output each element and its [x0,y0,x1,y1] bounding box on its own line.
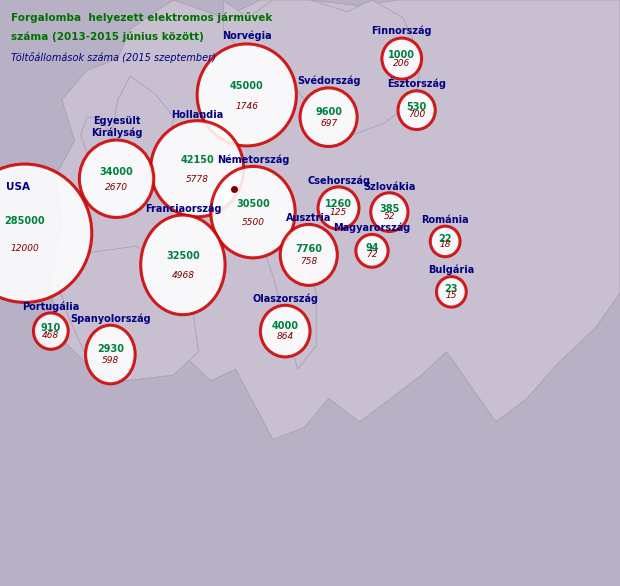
Text: 34000: 34000 [100,167,133,177]
Text: Csehország: Csehország [307,175,370,186]
Ellipse shape [436,277,466,307]
Ellipse shape [430,226,460,257]
Text: Ausztria: Ausztria [286,213,332,223]
Text: Olaszország: Olaszország [252,294,318,304]
Text: Töltőállomások száma (2015 szeptember): Töltőállomások száma (2015 szeptember) [11,52,216,63]
Text: 72: 72 [366,250,378,259]
Text: 598: 598 [102,356,119,366]
Text: Franciaország: Franciaország [144,203,221,214]
Text: 22: 22 [438,234,452,244]
Ellipse shape [260,305,310,357]
Ellipse shape [33,313,68,349]
Text: 4968: 4968 [171,271,195,280]
Text: Észtország: Észtország [387,77,446,89]
Text: 206: 206 [393,59,410,67]
Text: Finnország: Finnország [371,26,432,36]
Polygon shape [223,0,422,135]
Text: 530: 530 [407,102,427,112]
Text: Svédország: Svédország [297,75,360,86]
Text: 2930: 2930 [97,344,124,355]
Polygon shape [50,0,620,440]
Text: Bulgária: Bulgária [428,265,474,275]
Ellipse shape [197,44,296,146]
Text: Magyarország: Magyarország [334,223,410,233]
Text: 697: 697 [320,119,337,128]
Text: 94: 94 [365,243,379,253]
Ellipse shape [318,187,359,229]
Text: Egyesült
Királyság: Egyesült Királyság [91,116,143,138]
Ellipse shape [141,215,225,315]
Ellipse shape [356,234,388,267]
Text: 5778: 5778 [185,175,209,184]
Text: 864: 864 [277,332,294,341]
Text: 4000: 4000 [272,322,299,332]
Ellipse shape [79,140,154,217]
Text: 468: 468 [42,331,60,339]
Polygon shape [260,229,316,369]
Text: 700: 700 [408,110,425,119]
Text: 42150: 42150 [180,155,214,165]
Ellipse shape [371,193,408,231]
Text: 125: 125 [330,208,347,217]
Text: 1746: 1746 [235,101,259,111]
Text: 385: 385 [379,204,399,214]
Text: 32500: 32500 [166,251,200,261]
Ellipse shape [211,166,295,258]
Text: Németország: Németország [217,155,289,165]
Text: Norvégia: Norvégia [222,30,272,41]
Ellipse shape [300,88,357,146]
Ellipse shape [382,38,422,79]
Text: 15: 15 [446,291,457,299]
Text: 12000: 12000 [11,244,39,253]
Polygon shape [81,117,112,158]
Text: Portugália: Portugália [22,301,79,312]
Text: száma (2013-2015 június között): száma (2013-2015 június között) [11,32,204,42]
Text: 5500: 5500 [241,217,265,227]
Ellipse shape [0,164,92,302]
Polygon shape [56,246,198,381]
Text: USA: USA [6,182,30,192]
Text: 30500: 30500 [236,199,270,209]
Text: Spanyolország: Spanyolország [70,314,151,324]
Text: 758: 758 [300,257,317,266]
Text: 52: 52 [384,212,395,221]
Text: Szlovákia: Szlovákia [363,182,415,192]
Text: Románia: Románia [422,215,469,225]
Text: Hollandia: Hollandia [171,110,223,120]
Ellipse shape [398,91,435,130]
Ellipse shape [280,224,337,285]
Text: 7760: 7760 [295,244,322,254]
Text: 1260: 1260 [325,199,352,209]
Ellipse shape [86,325,135,384]
Text: Forgalomba  helyezett elektromos járművek: Forgalomba helyezett elektromos járművek [11,12,273,23]
Ellipse shape [151,121,244,217]
Polygon shape [112,76,174,170]
Text: 23: 23 [445,284,458,294]
Text: 285000: 285000 [4,216,45,226]
Text: 2670: 2670 [105,183,128,192]
Text: 1000: 1000 [388,50,415,60]
Text: 45000: 45000 [230,81,264,91]
Text: 910: 910 [41,323,61,333]
Text: 18: 18 [440,240,451,249]
Text: 9600: 9600 [315,107,342,117]
